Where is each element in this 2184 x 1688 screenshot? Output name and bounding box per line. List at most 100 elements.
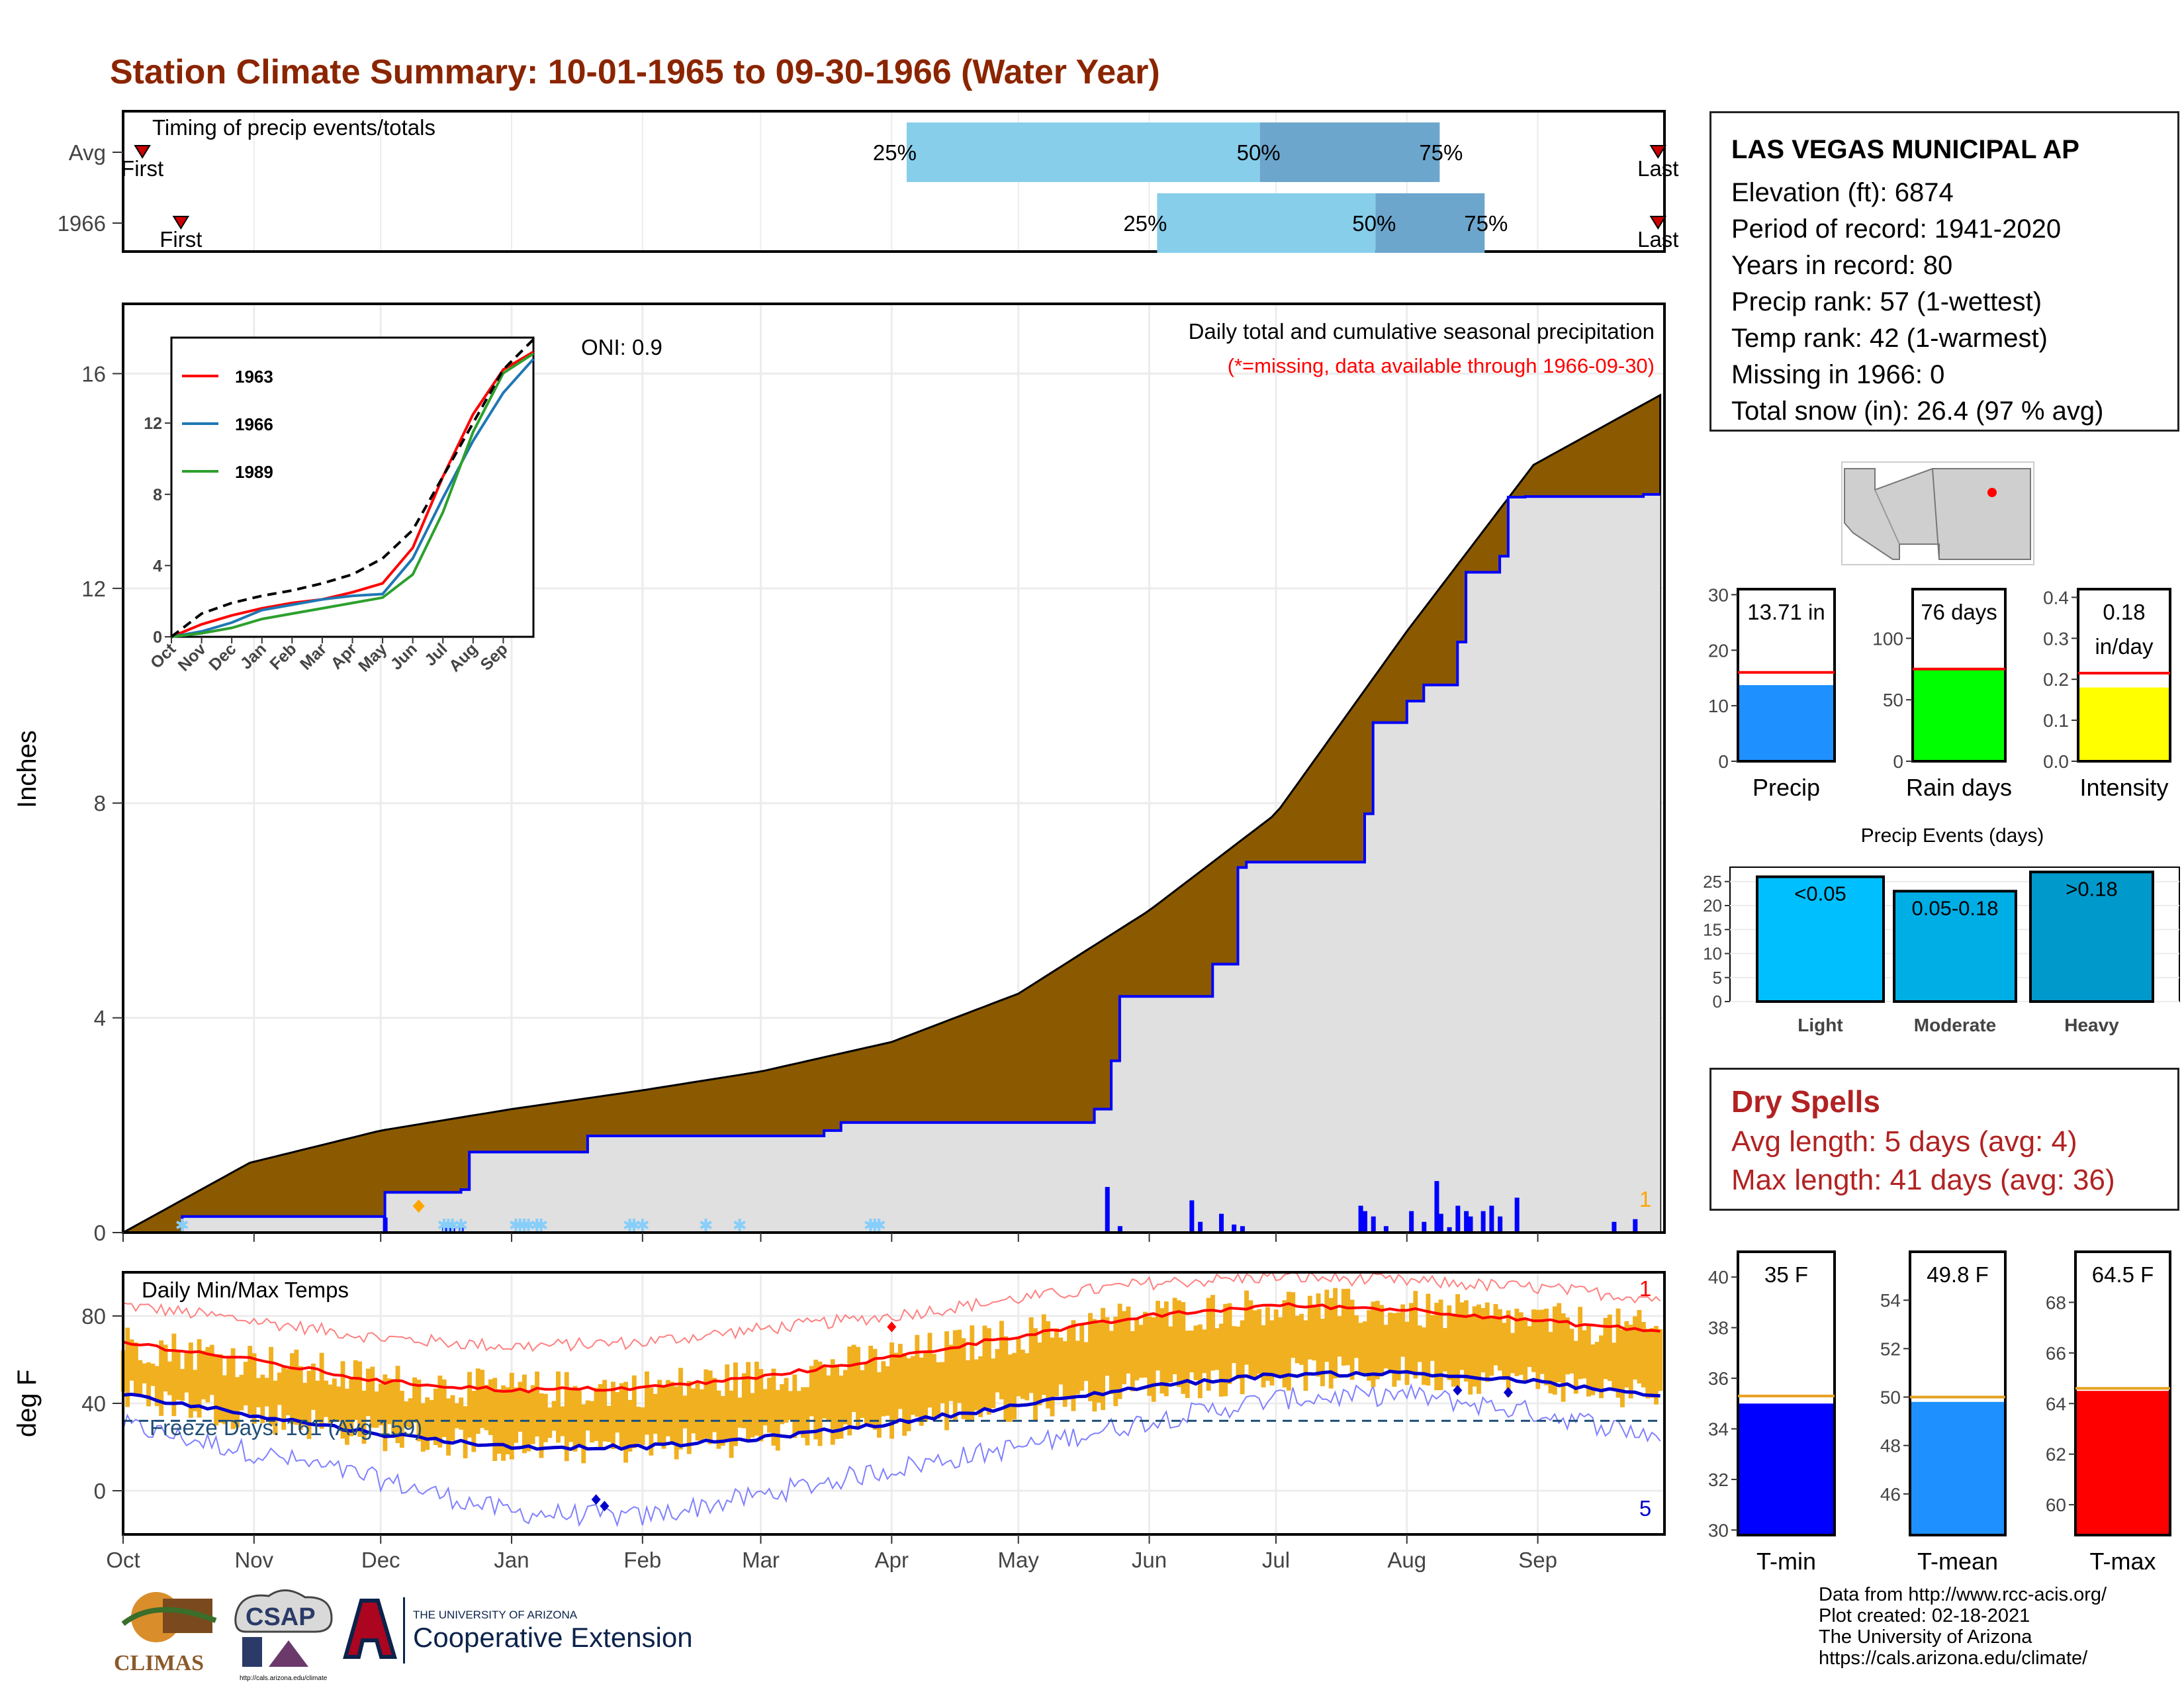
daily-temp-bar [965, 1360, 970, 1421]
small-panel-frame [2077, 588, 2171, 763]
daily-temp-bar [353, 1360, 358, 1421]
daily-temp-bar [501, 1385, 506, 1461]
daily-temp-bar [1122, 1311, 1126, 1385]
daily-temp-bar [1033, 1328, 1038, 1421]
daily-temp-bar [235, 1377, 240, 1428]
small-value-label: 35 F [1764, 1262, 1808, 1287]
daily-temp-bar [610, 1382, 615, 1449]
daily-temp-bar [125, 1327, 130, 1407]
snow-marker: ✱ [437, 1215, 451, 1235]
daily-temp-bar [1531, 1309, 1536, 1372]
temps-ytick-label: 80 [81, 1304, 106, 1329]
snow-marker: ✱ [441, 1215, 455, 1235]
daily-temp-bar [1163, 1301, 1169, 1397]
daily-temp-bar [619, 1383, 624, 1450]
daily-temp-bar [1088, 1313, 1093, 1401]
daily-temp-bar [1358, 1323, 1363, 1372]
daily-temp-bar [911, 1356, 915, 1415]
timing-last-label: Last [1637, 156, 1678, 181]
temps-xtick-label: Jan [494, 1548, 529, 1572]
daily-temp-bar [1633, 1316, 1638, 1380]
oni-annotation: ONI: 0.9 [581, 335, 662, 359]
temps-xtick-label: Jul [1262, 1548, 1290, 1572]
daily-temp-bar [1337, 1316, 1342, 1357]
daily-temp-bar [1472, 1306, 1477, 1387]
daily-temp-bar [197, 1339, 202, 1418]
daily-temp-bar [1028, 1317, 1034, 1393]
daily-precip-bar [459, 1227, 464, 1233]
small-panel-frame [1911, 588, 2007, 763]
daily-temp-bar [927, 1333, 933, 1408]
locator-map [1841, 461, 2034, 565]
small-ytick-label: 30 [1708, 585, 1729, 605]
daily-temp-bar [1320, 1319, 1325, 1387]
daily-temp-bar [961, 1338, 966, 1419]
temps-xtick-label: Feb [623, 1548, 661, 1572]
daily-temp-bar [564, 1372, 569, 1462]
daily-precip-bar [1198, 1221, 1203, 1233]
daily-temp-bar [248, 1346, 253, 1415]
daily-temp-bar [1417, 1325, 1422, 1362]
snow-marker: ✱ [623, 1215, 637, 1235]
daily-temp-bar [1578, 1307, 1583, 1380]
precip-total-bar [2078, 687, 2170, 761]
timing-frame [122, 110, 1666, 253]
daily-temp-bar [310, 1363, 316, 1410]
small-value-label: 76 days [1921, 600, 1997, 624]
daily-temp-bar [154, 1366, 159, 1407]
temps-xtick-label: Oct [106, 1548, 140, 1572]
cumulative-title: Daily total and cumulative seasonal prec… [1189, 319, 1655, 344]
small-category-label: Intensity [2079, 774, 2168, 801]
snow-marker: ✱ [509, 1215, 523, 1235]
daily-temp-bar [716, 1390, 721, 1449]
temps-ytick-label: 0 [94, 1479, 106, 1503]
daily-temp-bar [1451, 1316, 1456, 1387]
dry-spells-max: Max length: 41 days (avg: 36) [1731, 1164, 2115, 1196]
daily-temp-bar [1552, 1306, 1557, 1395]
daily-temp-bar [842, 1370, 848, 1425]
daily-temp-bar [146, 1362, 151, 1407]
station-years: Years in record: 80 [1731, 251, 1953, 280]
daily-temp-bar [294, 1349, 299, 1425]
daily-temp-bar [995, 1348, 1000, 1393]
cumulative-ytick-label: 16 [81, 361, 106, 386]
timing-first-label: First [159, 227, 202, 252]
daily-temp-bar [551, 1401, 557, 1431]
logos: CLIMAS CSAP http://cals.arizona.edu/clim… [110, 1584, 752, 1683]
daily-temp-bar [1303, 1320, 1308, 1391]
daily-temp-bar [1408, 1303, 1414, 1374]
daily-temp-bar [1299, 1313, 1304, 1365]
precip-event-bar [1756, 875, 1885, 1003]
daily-precip-bar [1480, 1211, 1486, 1233]
daily-temp-bar [1573, 1340, 1578, 1394]
inset-ytick-label: 12 [144, 414, 162, 433]
daily-temp-bar [902, 1353, 907, 1436]
cumulative-ytick-label: 0 [94, 1221, 106, 1245]
daily-temp-bar [1455, 1294, 1461, 1388]
timing-panel: Timing of precip events/totals Avg 25% 50% 7… [58, 110, 1678, 253]
inset-legend-label: 1989 [235, 462, 273, 482]
daily-precip-bar [450, 1228, 455, 1233]
small-ytick-label: 0.0 [2043, 751, 2069, 772]
inset-ytick-label: 8 [153, 486, 162, 504]
daily-temp-bar [1244, 1290, 1249, 1365]
daily-temp-bar [184, 1350, 189, 1393]
precip-event-bar [2029, 870, 2154, 1003]
daily-temp-bar [1582, 1330, 1587, 1379]
daily-temp-bar [847, 1346, 852, 1436]
precip-events-title: Precip Events (days) [1861, 825, 2044, 847]
temp-total-bar [2075, 1391, 2170, 1535]
timing-q75-label: 75% [1419, 140, 1463, 165]
precip-total-bar [1738, 685, 1835, 761]
daily-temp-bar [1105, 1317, 1110, 1376]
timing-last-marker [1649, 216, 1667, 230]
record-temp-marker [1503, 1387, 1513, 1398]
daily-temp-bar [547, 1407, 553, 1438]
daily-temp-bar [175, 1350, 181, 1400]
ua-logo: THE UNIVERSITY OF ARIZONA Cooperative Ex… [343, 1597, 693, 1664]
daily-temp-bar [1126, 1306, 1131, 1374]
small-value-label: 0.18 in/day [2095, 600, 2154, 659]
daily-temp-bar [1557, 1303, 1562, 1383]
small-ytick-label: 0.3 [2043, 628, 2069, 649]
